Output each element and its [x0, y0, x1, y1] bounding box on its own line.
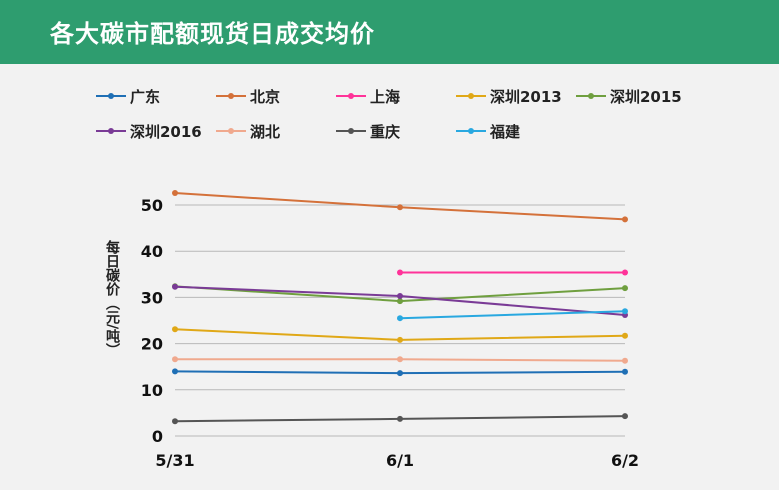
legend-item: 重庆 — [336, 121, 400, 141]
data-point — [172, 356, 178, 363]
data-point — [622, 285, 628, 292]
y-tick-label: 30 — [141, 288, 163, 307]
data-point — [622, 308, 628, 315]
chart-legend: 广东 北京 上海 深圳2013 深圳2015 深圳2016 湖北 重庆 福建 — [0, 0, 779, 150]
data-point — [172, 418, 178, 425]
y-axis-label: 每日碳价（元/吨） — [104, 240, 120, 358]
legend-item: 上海 — [336, 86, 400, 106]
legend-swatch — [576, 86, 606, 106]
data-point — [622, 332, 628, 339]
data-point — [397, 298, 403, 305]
data-point — [397, 336, 403, 343]
legend-swatch — [216, 121, 246, 141]
data-point — [622, 357, 628, 364]
title-banner: 各大碳市配额现货日成交均价 — [0, 0, 779, 64]
legend-label: 广东 — [130, 87, 161, 106]
x-tick-label: 6/1 — [386, 451, 414, 470]
legend-swatch — [216, 86, 246, 106]
legend-label: 深圳2015 — [610, 87, 682, 106]
data-point — [172, 368, 178, 375]
legend-label: 福建 — [490, 122, 521, 141]
y-tick-label: 0 — [152, 427, 163, 446]
legend-swatch — [96, 86, 126, 106]
legend-item: 湖北 — [216, 121, 280, 141]
x-tick-label: 5/31 — [155, 451, 194, 470]
legend-label: 湖北 — [250, 122, 281, 141]
legend-swatch-marker — [228, 93, 234, 99]
legend-item: 北京 — [216, 86, 280, 106]
legend-item: 广东 — [96, 86, 160, 106]
legend-label: 重庆 — [370, 122, 401, 141]
data-point — [397, 370, 403, 377]
y-tick-label: 20 — [141, 335, 163, 354]
legend-swatch-marker — [108, 128, 114, 134]
legend-swatch-marker — [588, 93, 594, 99]
data-point — [622, 368, 628, 375]
legend-swatch-marker — [468, 128, 474, 134]
legend-label: 北京 — [250, 87, 281, 106]
legend-label: 深圳2013 — [490, 87, 562, 106]
data-point — [397, 269, 403, 276]
legend-label: 上海 — [370, 87, 401, 106]
data-point — [397, 204, 403, 211]
legend-item: 福建 — [456, 121, 520, 141]
data-point — [172, 189, 178, 196]
legend-swatch-marker — [348, 93, 354, 99]
data-point — [172, 326, 178, 333]
legend-swatch — [336, 86, 366, 106]
legend-label: 深圳2016 — [130, 122, 202, 141]
x-tick-label: 6/2 — [611, 451, 639, 470]
series-line — [399, 310, 626, 320]
data-point — [397, 415, 403, 422]
data-point — [172, 283, 178, 290]
legend-swatch-marker — [228, 128, 234, 134]
data-point — [622, 269, 628, 276]
data-point — [397, 293, 403, 300]
legend-swatch — [336, 121, 366, 141]
chart-title: 各大碳市配额现货日成交均价 — [50, 20, 375, 48]
y-tick-label: 50 — [141, 196, 163, 215]
legend-swatch-marker — [468, 93, 474, 99]
legend-item: 深圳2013 — [456, 86, 562, 106]
y-tick-label: 40 — [141, 242, 163, 261]
data-point — [622, 216, 628, 223]
y-tick-label: 10 — [141, 381, 163, 400]
legend-swatch-marker — [348, 128, 354, 134]
data-point — [622, 413, 628, 420]
legend-swatch — [456, 121, 486, 141]
data-point — [397, 356, 403, 363]
legend-swatch-marker — [108, 93, 114, 99]
data-point — [397, 315, 403, 322]
legend-swatch — [96, 121, 126, 141]
legend-item: 深圳2015 — [576, 86, 682, 106]
legend-swatch — [456, 86, 486, 106]
legend-item: 深圳2016 — [96, 121, 202, 141]
